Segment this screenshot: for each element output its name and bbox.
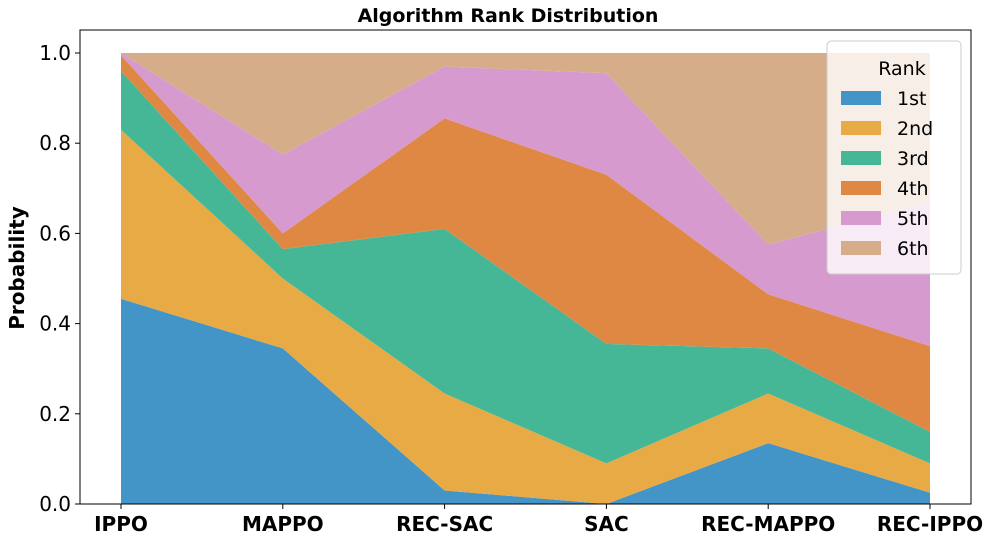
legend-swatch-3rd bbox=[841, 151, 881, 165]
legend-label-4th: 4th bbox=[897, 178, 929, 200]
legend-swatch-2nd bbox=[841, 121, 881, 135]
y-tick-label: 0.4 bbox=[39, 312, 71, 336]
x-tick-label: REC-SAC bbox=[396, 512, 493, 536]
y-ticks: 0.0 0.2 0.4 0.6 0.8 1.0 bbox=[39, 41, 80, 516]
area-2nd bbox=[121, 129, 930, 505]
legend-title: Rank bbox=[878, 58, 925, 80]
y-axis-label: Probability bbox=[5, 206, 29, 330]
area-layers bbox=[121, 53, 930, 505]
legend-swatch-6th bbox=[841, 241, 881, 255]
legend-swatch-5th bbox=[841, 211, 881, 225]
x-tick-label: MAPPO bbox=[242, 512, 324, 536]
area-5th bbox=[121, 53, 930, 347]
x-tick-label: REC-IPPO bbox=[877, 512, 983, 536]
area-1st bbox=[121, 298, 930, 504]
plot-frame bbox=[79, 29, 972, 505]
legend: Rank 1st 2nd 3rd 4th 5th 6th bbox=[826, 40, 962, 275]
x-tick-label: REC-MAPPO bbox=[701, 512, 835, 536]
chart-title: Algorithm Rank Distribution bbox=[358, 5, 659, 27]
x-ticks: IPPO MAPPO REC-SAC SAC REC-MAPPO REC-IPPO bbox=[94, 504, 983, 536]
legend-swatch-1st bbox=[841, 91, 881, 105]
y-tick-label: 0.6 bbox=[39, 221, 71, 245]
area-6th bbox=[121, 53, 930, 245]
y-tick-label: 0.0 bbox=[39, 492, 71, 516]
legend-label-6th: 6th bbox=[897, 238, 929, 260]
y-tick-label: 0.2 bbox=[39, 402, 71, 426]
legend-label-3rd: 3rd bbox=[897, 148, 929, 170]
area-4th bbox=[121, 55, 930, 432]
x-tick-label: SAC bbox=[584, 512, 629, 536]
x-tick-label: IPPO bbox=[94, 512, 148, 536]
y-tick-label: 0.8 bbox=[39, 131, 71, 155]
area-3rd bbox=[121, 71, 930, 464]
legend-label-2nd: 2nd bbox=[897, 118, 933, 140]
legend-label-5th: 5th bbox=[897, 208, 929, 230]
legend-label-1st: 1st bbox=[897, 88, 926, 110]
y-tick-label: 1.0 bbox=[39, 41, 71, 65]
legend-swatch-4th bbox=[841, 181, 881, 195]
